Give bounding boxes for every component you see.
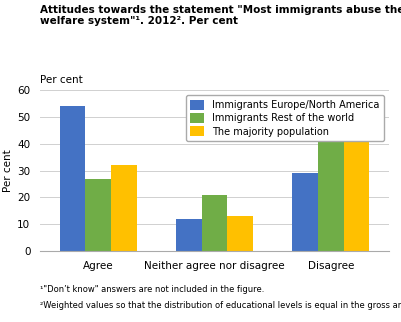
Bar [202,195,227,251]
Bar [176,219,202,251]
Bar [60,106,85,251]
Text: Attitudes towards the statement "Most immigrants abuse the social
welfare system: Attitudes towards the statement "Most im… [40,5,401,26]
Bar [292,173,318,251]
Y-axis label: Per cent: Per cent [3,149,13,192]
Legend: Immigrants Europe/North America, Immigrants Rest of the world, The majority popu: Immigrants Europe/North America, Immigra… [186,95,384,141]
Text: ²Weighted values so that the distribution of educational levels is equal in the : ²Weighted values so that the distributio… [40,301,401,310]
Bar [227,216,253,251]
Bar [85,179,111,251]
Bar [318,128,344,251]
Text: Per cent: Per cent [40,75,83,85]
Text: ¹"Don’t know" answers are not included in the figure.: ¹"Don’t know" answers are not included i… [40,285,265,294]
Bar [111,165,137,251]
Bar [344,114,369,251]
